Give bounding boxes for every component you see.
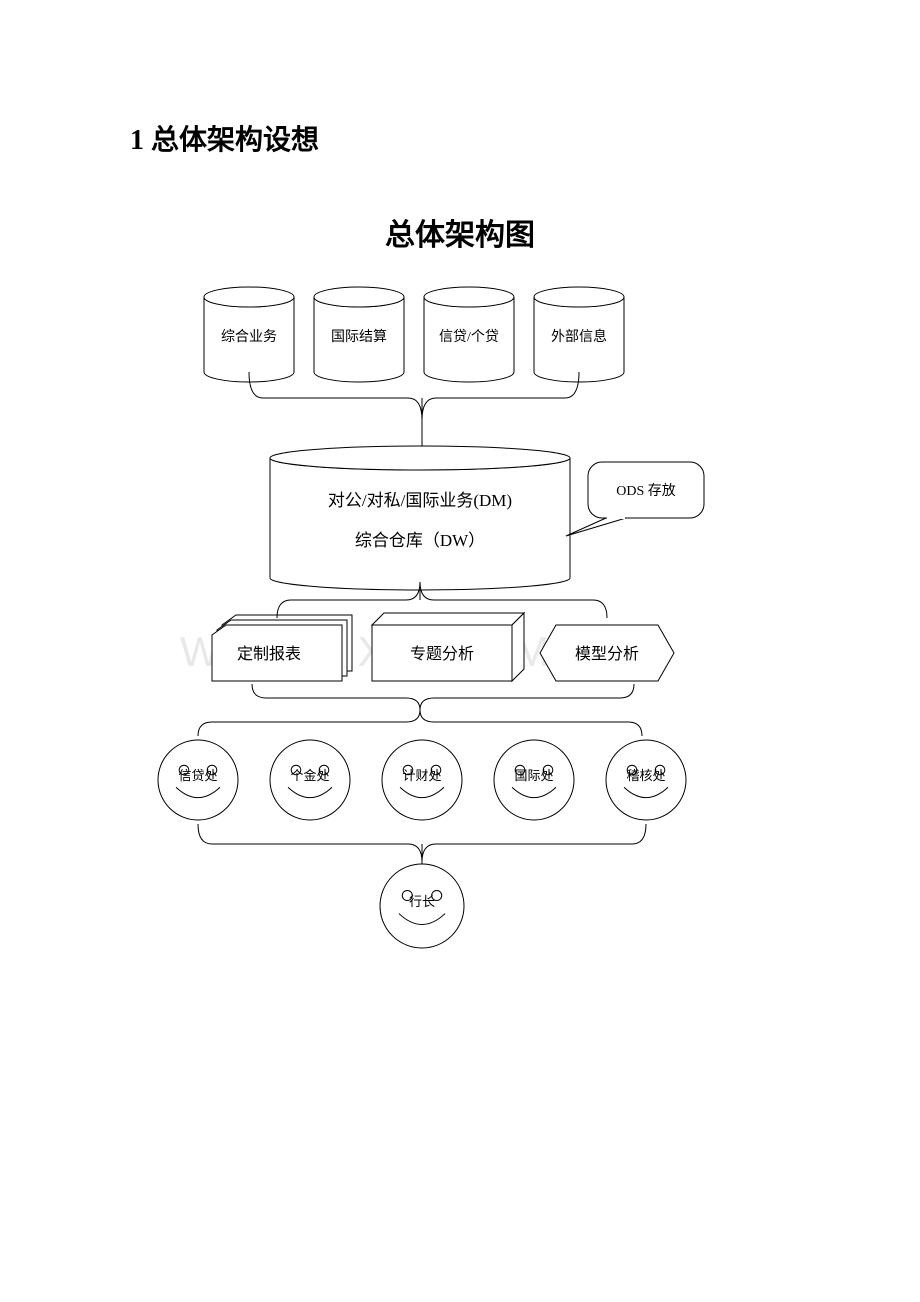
svg-text:定制报表: 定制报表 (237, 645, 301, 663)
svg-text:模型分析: 模型分析 (575, 645, 639, 663)
svg-text:综合仓库（DW）: 综合仓库（DW） (355, 531, 485, 550)
svg-text:ODS 存放: ODS 存放 (616, 483, 676, 499)
svg-text:行长: 行长 (409, 894, 435, 909)
svg-text:对公/对私/国际业务(DM): 对公/对私/国际业务(DM) (328, 491, 512, 510)
svg-text:外部信息: 外部信息 (551, 328, 607, 345)
svg-text:综合业务: 综合业务 (221, 329, 277, 345)
svg-text:信贷处: 信贷处 (178, 768, 217, 783)
svg-text:计财处: 计财处 (402, 768, 441, 783)
architecture-diagram: 综合业务 国际结算 信贷/个贷 外部信息对公/对私/国际业务(DM) 综合仓库（DW） O… (0, 0, 920, 1302)
svg-text:个金处: 个金处 (290, 768, 329, 783)
svg-text:信贷/个贷: 信贷/个贷 (439, 329, 499, 345)
svg-text:国际处: 国际处 (514, 768, 553, 783)
svg-text:稽核处: 稽核处 (626, 768, 665, 783)
svg-text:专题分析: 专题分析 (410, 645, 474, 663)
svg-text:国际结算: 国际结算 (331, 329, 387, 345)
